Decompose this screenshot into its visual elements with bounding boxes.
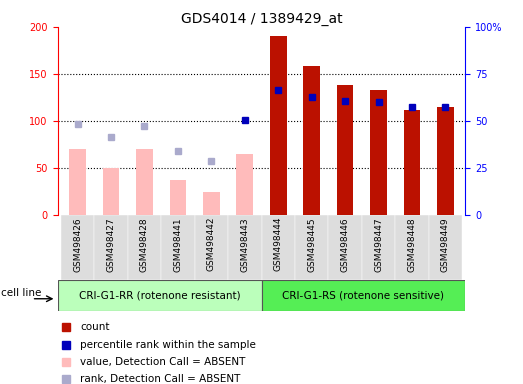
Text: value, Detection Call = ABSENT: value, Detection Call = ABSENT	[80, 357, 245, 367]
Text: GSM498449: GSM498449	[441, 217, 450, 271]
Text: GSM498428: GSM498428	[140, 217, 149, 271]
Bar	[429, 215, 462, 280]
Text: percentile rank within the sample: percentile rank within the sample	[80, 339, 256, 349]
Bar	[228, 215, 262, 280]
Bar	[303, 66, 320, 215]
Bar	[58, 280, 262, 311]
Text: cell line: cell line	[1, 288, 41, 298]
Bar	[236, 154, 253, 215]
Bar	[404, 110, 420, 215]
Bar	[262, 280, 465, 311]
Bar	[161, 215, 195, 280]
Text: GSM498448: GSM498448	[407, 217, 416, 271]
Bar	[128, 215, 161, 280]
Title: GDS4014 / 1389429_at: GDS4014 / 1389429_at	[180, 12, 343, 26]
Text: GSM498427: GSM498427	[107, 217, 116, 271]
Text: GSM498447: GSM498447	[374, 217, 383, 271]
Bar	[395, 215, 429, 280]
Bar	[295, 215, 328, 280]
Bar	[328, 215, 362, 280]
Text: GSM498441: GSM498441	[174, 217, 183, 271]
Text: GSM498443: GSM498443	[240, 217, 249, 271]
Bar	[169, 180, 186, 215]
Bar	[262, 215, 295, 280]
Bar	[337, 85, 354, 215]
Bar	[195, 215, 228, 280]
Bar	[94, 215, 128, 280]
Bar	[370, 90, 387, 215]
Text: GSM498442: GSM498442	[207, 217, 216, 271]
Bar	[136, 149, 153, 215]
Text: GSM498444: GSM498444	[274, 217, 283, 271]
Text: rank, Detection Call = ABSENT: rank, Detection Call = ABSENT	[80, 374, 241, 384]
Bar	[61, 215, 94, 280]
Text: GSM498446: GSM498446	[340, 217, 349, 271]
Bar	[437, 107, 454, 215]
Text: GSM498445: GSM498445	[307, 217, 316, 271]
Bar	[103, 168, 119, 215]
Bar	[203, 192, 220, 215]
Bar	[362, 215, 395, 280]
Bar	[69, 149, 86, 215]
Bar	[270, 36, 287, 215]
Text: GSM498426: GSM498426	[73, 217, 82, 271]
Text: CRI-G1-RR (rotenone resistant): CRI-G1-RR (rotenone resistant)	[78, 291, 241, 301]
Text: CRI-G1-RS (rotenone sensitive): CRI-G1-RS (rotenone sensitive)	[282, 291, 445, 301]
Text: count: count	[80, 322, 109, 332]
